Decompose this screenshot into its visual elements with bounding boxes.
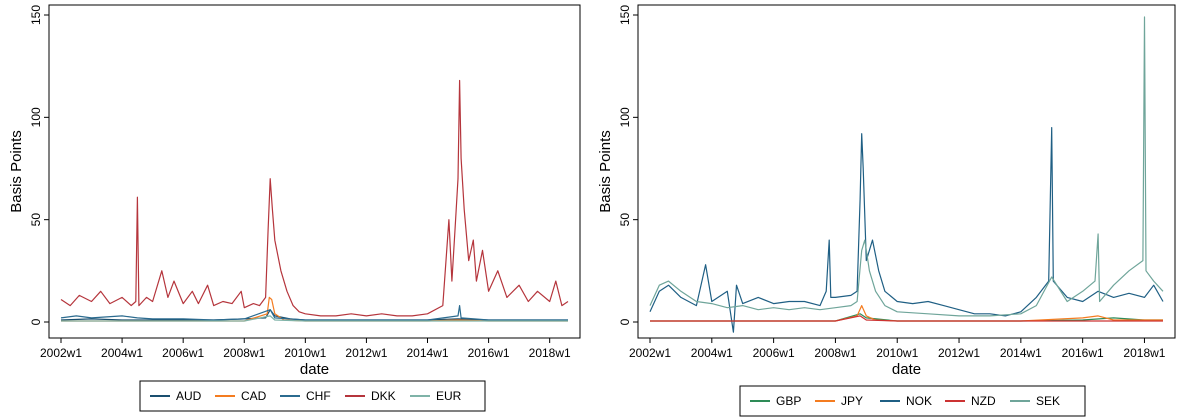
x-tick-label: 2014w1	[1000, 346, 1042, 360]
x-tick-label: 2010w1	[876, 346, 918, 360]
y-tick-label: 150	[29, 5, 43, 25]
y-tick-label: 50	[618, 213, 632, 227]
legend: AUD CAD CHF DKK EUR	[139, 380, 486, 412]
series-line-nok	[649, 127, 1164, 333]
x-tick-label: 2008w1	[223, 346, 265, 360]
chart-panel-1: 0 50 100 150 2002w1 2004w1 2006w1 2008w1 2010w1 2…	[8, 4, 581, 412]
series-line-chf	[60, 305, 568, 321]
legend-label-cad: CAD	[241, 389, 267, 403]
x-tick-label: 2002w1	[40, 346, 82, 360]
y-axis-title: Basis Points	[597, 130, 614, 213]
x-tick-label: 2014w1	[406, 346, 448, 360]
x-tick-label: 2008w1	[814, 346, 856, 360]
x-tick-label: 2006w1	[162, 346, 204, 360]
legend-label-dkk: DKK	[371, 389, 396, 403]
x-axis-title: date	[300, 361, 329, 378]
x-tick-label: 2012w1	[345, 346, 387, 360]
plot-frame	[48, 4, 581, 339]
legend-label-gbp: GBP	[776, 394, 801, 408]
y-tick-label: 100	[29, 107, 43, 127]
x-axis-title: date	[892, 361, 921, 378]
plot-frame	[637, 4, 1176, 339]
x-tick-label: 2004w1	[691, 346, 733, 360]
chart-panel-2: 0 50 100 150 2002w1 2004w1 2006w1 2008w1 2010w1 2…	[597, 4, 1176, 417]
series-line-nzd	[650, 315, 1163, 322]
legend: GBP JPY NOK NZD SEK	[739, 385, 1086, 417]
y-tick-label: 50	[29, 213, 43, 227]
x-tick-label: 2010w1	[284, 346, 326, 360]
y-axis-title: Basis Points	[8, 130, 25, 213]
y-tick-label: 100	[618, 107, 632, 127]
legend-label-nok: NOK	[906, 394, 932, 408]
series-line-sek	[649, 16, 1164, 317]
legend-label-sek: SEK	[1036, 394, 1060, 408]
x-tick-label: 2012w1	[938, 346, 980, 360]
x-tick-label: 2006w1	[753, 346, 795, 360]
x-tick-label: 2018w1	[1123, 346, 1165, 360]
y-tick-label: 0	[618, 318, 632, 325]
y-tick-label: 150	[618, 5, 632, 25]
y-tick-label: 0	[29, 318, 43, 325]
x-tick-label: 2018w1	[529, 346, 571, 360]
legend-label-aud: AUD	[176, 389, 202, 403]
x-tick-label: 2016w1	[1062, 346, 1104, 360]
legend-label-eur: EUR	[436, 389, 462, 403]
x-tick-label: 2004w1	[101, 346, 143, 360]
legend-label-jpy: JPY	[841, 394, 863, 408]
legend-label-chf: CHF	[306, 389, 331, 403]
series-line-eur	[61, 315, 568, 322]
legend-label-nzd: NZD	[971, 394, 996, 408]
x-tick-label: 2016w1	[468, 346, 510, 360]
x-tick-label: 2002w1	[629, 346, 671, 360]
series-line-dkk	[60, 79, 569, 317]
